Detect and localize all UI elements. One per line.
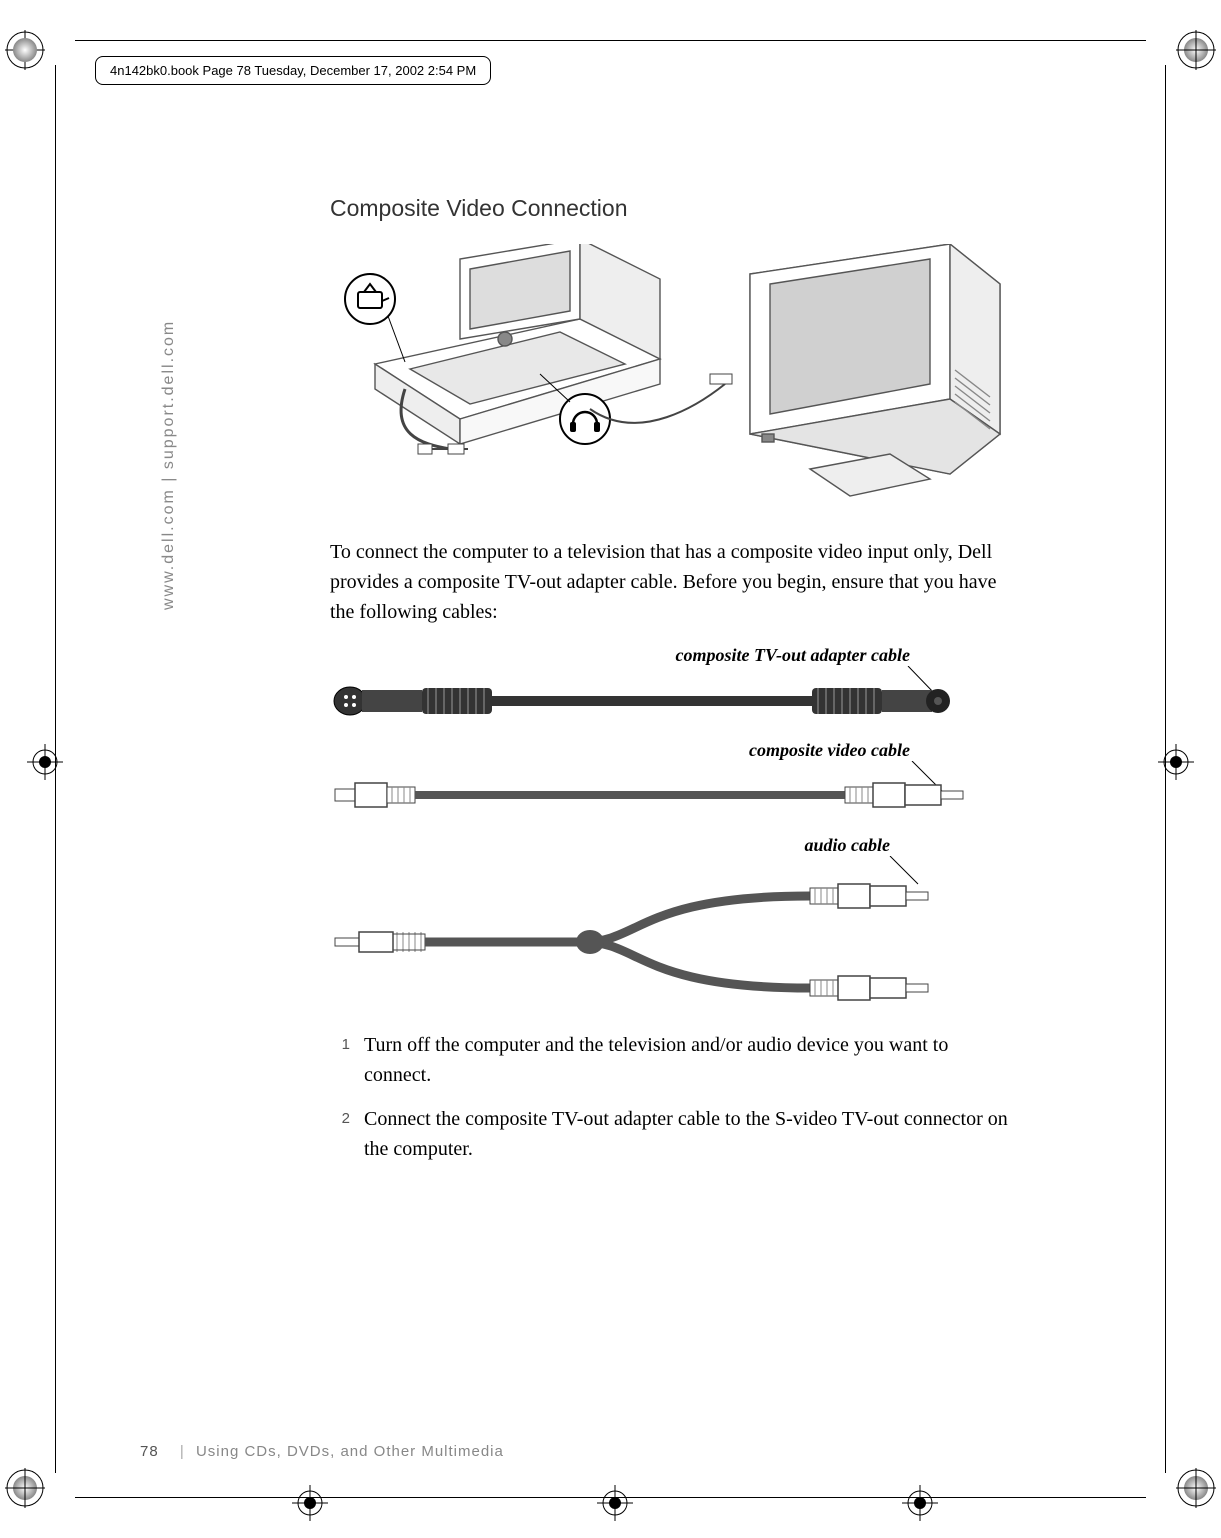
page-footer: 78 | Using CDs, DVDs, and Other Multimed…: [140, 1443, 504, 1460]
page-number: 78: [140, 1443, 159, 1460]
crossmark-left: [25, 742, 65, 782]
registration-mark-bottom-left: [0, 1463, 50, 1513]
step-list: 1 Turn off the computer and the televisi…: [330, 1030, 1030, 1164]
illustration-laptop-tv: [330, 244, 1010, 504]
file-info-header: 4n142bk0.book Page 78 Tuesday, December …: [95, 56, 491, 85]
step-text: Turn off the computer and the television…: [364, 1030, 1010, 1090]
crossmark-bottom-1: [290, 1483, 330, 1523]
step-number: 2: [330, 1104, 364, 1164]
crossmark-bottom-3: [900, 1483, 940, 1523]
section-heading: Composite Video Connection: [330, 195, 1030, 222]
crossmark-bottom-2: [595, 1483, 635, 1523]
crop-line-top: [75, 40, 1146, 41]
illustration-cables: composite TV-out adapter cable: [330, 645, 970, 1006]
label-adapter-cable: composite TV-out adapter cable: [330, 645, 970, 666]
registration-mark-top-right: [1171, 25, 1221, 75]
file-info-text: 4n142bk0.book Page 78 Tuesday, December …: [110, 63, 476, 78]
step-item: 2 Connect the composite TV-out adapter c…: [330, 1104, 1010, 1164]
label-video-cable: composite video cable: [330, 740, 970, 761]
content-area: Composite Video Connection: [330, 195, 1030, 1178]
chapter-title: Using CDs, DVDs, and Other Multimedia: [196, 1443, 504, 1460]
step-number: 1: [330, 1030, 364, 1090]
label-audio-cable: audio cable: [330, 835, 970, 856]
footer-separator: |: [180, 1443, 185, 1460]
registration-mark-bottom-right: [1171, 1463, 1221, 1513]
side-url-text: www.dell.com | support.dell.com: [160, 320, 178, 610]
intro-paragraph: To connect the computer to a television …: [330, 537, 1010, 627]
registration-mark-top-left: [0, 25, 50, 75]
step-item: 1 Turn off the computer and the televisi…: [330, 1030, 1010, 1090]
step-text: Connect the composite TV-out adapter cab…: [364, 1104, 1010, 1164]
crossmark-right: [1156, 742, 1196, 782]
